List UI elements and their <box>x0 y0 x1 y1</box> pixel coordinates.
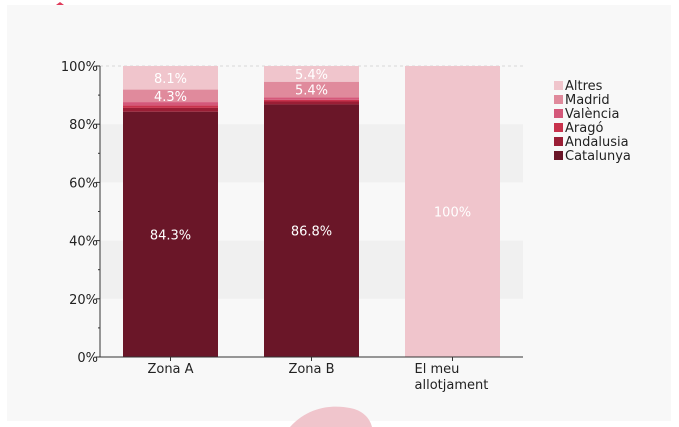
y-tick-label: 80% <box>69 118 98 133</box>
bar-segment-aragó <box>264 99 359 102</box>
legend: AltresMadridValènciaAragóAndalusiaCatalu… <box>554 79 631 164</box>
bar-segment-aragó <box>123 105 218 108</box>
bar-segment-altres <box>264 66 359 82</box>
y-tick-label: 60% <box>69 176 98 191</box>
legend-label: Madrid <box>565 93 610 108</box>
data-label: 5.4% <box>295 68 328 83</box>
legend-label: Catalunya <box>565 149 631 164</box>
legend-swatch <box>554 81 563 90</box>
legend-label: Andalusia <box>565 135 629 150</box>
decorative-accent-bottom <box>290 406 372 427</box>
data-label: 8.1% <box>154 72 187 87</box>
y-tick-label: 20% <box>69 293 98 308</box>
bar-segment-andalusia <box>123 107 218 112</box>
legend-swatch <box>554 123 563 132</box>
y-tick-label: 0% <box>77 351 98 366</box>
legend-label: Aragó <box>565 121 603 136</box>
bar-segment-madrid <box>123 89 218 103</box>
bar-segment-madrid <box>264 81 359 98</box>
legend-label: València <box>565 107 619 122</box>
y-tick-label: 40% <box>69 235 98 250</box>
x-tick-label: Zona B <box>288 362 334 377</box>
axes-group: 0% 20% 40% 60% 80% 100% Zona A Zona B El meu allo… <box>61 60 523 393</box>
bars-group: 84.3% 4.3% 8.1% 86.8% 5.4%5.4% 100% <box>123 66 500 357</box>
bar-segment-valència <box>264 97 359 100</box>
x-tick-label: El meu allotjament <box>415 362 489 393</box>
legend-swatch <box>554 95 563 104</box>
decorative-accent-top <box>56 2 64 5</box>
x-tick-label: Zona A <box>147 362 193 377</box>
bar-segment-catalunya <box>264 104 359 357</box>
legend-label: Altres <box>565 79 603 94</box>
bar-segment-altres <box>123 66 218 90</box>
legend-swatch <box>554 151 563 160</box>
y-tick-label: 100% <box>61 60 98 75</box>
bar-segment-catalunya <box>123 111 218 357</box>
legend-swatch <box>554 137 563 146</box>
bar-segment-altres <box>405 66 500 357</box>
data-label: 4.3% <box>154 90 187 105</box>
data-label: 100% <box>434 206 471 221</box>
bar-segment-andalusia <box>264 101 359 105</box>
data-label: 86.8% <box>291 225 332 240</box>
data-label: 5.4% <box>295 84 328 99</box>
legend-swatch <box>554 109 563 118</box>
data-label: 84.3% <box>150 228 191 243</box>
bar-segment-valència <box>123 102 218 106</box>
